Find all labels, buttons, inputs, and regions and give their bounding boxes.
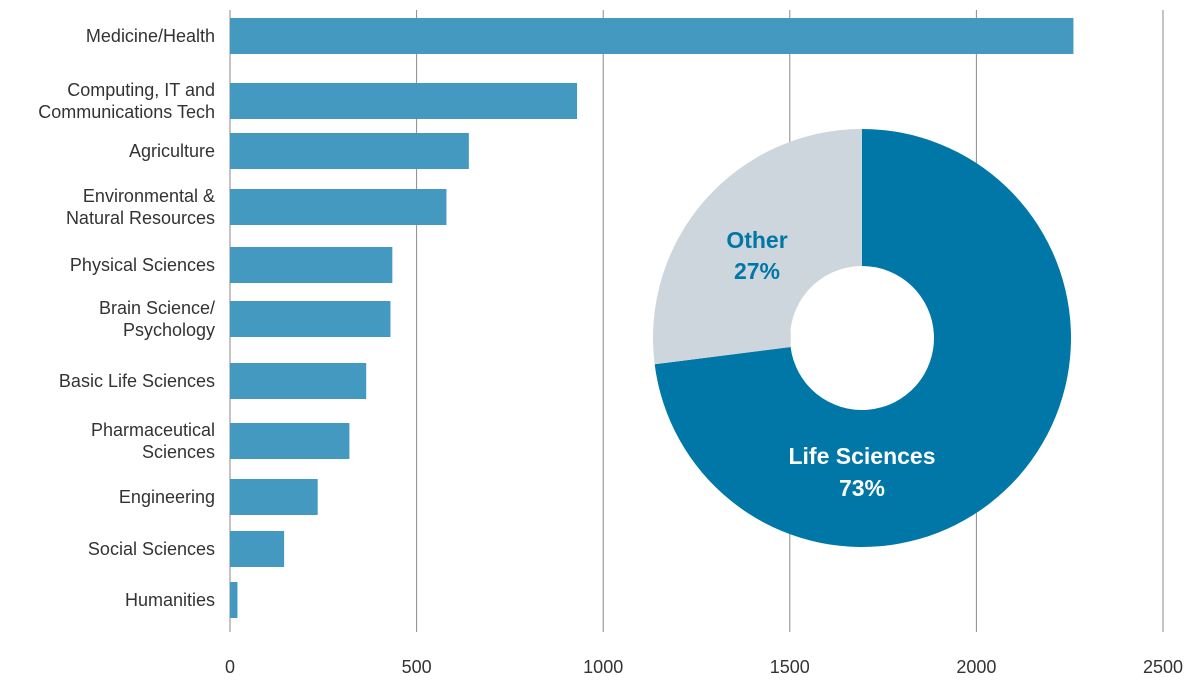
bar bbox=[230, 247, 393, 283]
y-tick-label: Engineering bbox=[118, 487, 215, 507]
bar bbox=[230, 582, 238, 618]
bar bbox=[230, 363, 367, 399]
x-tick-label: 0 bbox=[225, 657, 235, 677]
bar bbox=[230, 479, 318, 515]
bar bbox=[230, 301, 391, 337]
slice-label: Life Sciences bbox=[788, 443, 935, 469]
y-tick-label: Brain Science/ Psychology bbox=[98, 298, 215, 340]
y-tick-label: Computing, IT and Communications Tech bbox=[38, 80, 215, 122]
slice-label: Other bbox=[726, 227, 787, 253]
x-tick-label: 500 bbox=[402, 657, 432, 677]
bar bbox=[230, 83, 578, 119]
donut-slice bbox=[653, 129, 862, 365]
y-tick-label: Social Sciences bbox=[87, 539, 215, 559]
x-tick-label: 2500 bbox=[1143, 657, 1183, 677]
bar bbox=[230, 18, 1074, 54]
bar bbox=[230, 133, 469, 169]
y-tick-label: Agriculture bbox=[128, 141, 215, 161]
x-tick-label: 1000 bbox=[583, 657, 623, 677]
donut-slice bbox=[654, 129, 1071, 548]
y-tick-label: Basic Life Sciences bbox=[58, 371, 215, 391]
slice-value-label: 27% bbox=[734, 258, 780, 284]
x-tick-label: 2000 bbox=[956, 657, 996, 677]
slice-value-label: 73% bbox=[839, 475, 885, 501]
x-tick-label: 1500 bbox=[770, 657, 810, 677]
y-tick-label: Medicine/Health bbox=[85, 26, 215, 46]
y-tick-label: Humanities bbox=[124, 590, 215, 610]
y-tick-label: Pharmaceutical Sciences bbox=[90, 420, 215, 462]
bar bbox=[230, 531, 285, 567]
y-tick-label: Environmental & Natural Resources bbox=[65, 186, 215, 228]
y-tick-label: Physical Sciences bbox=[69, 255, 215, 275]
bar bbox=[230, 423, 350, 459]
bar bbox=[230, 189, 447, 225]
